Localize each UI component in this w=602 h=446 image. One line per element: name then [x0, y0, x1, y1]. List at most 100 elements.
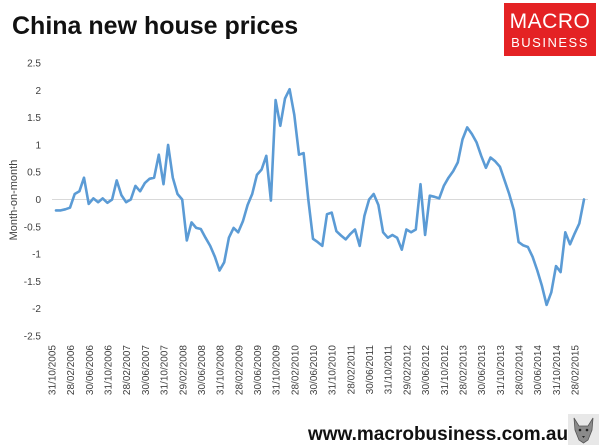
data-point [92, 197, 94, 199]
data-point [480, 155, 482, 157]
data-point [158, 154, 160, 156]
x-tick-label: 28/02/2007 [122, 345, 133, 395]
data-point [564, 231, 566, 233]
wolf-icon [568, 414, 599, 445]
data-point [298, 154, 300, 156]
logo-word-macro: MACRO [509, 10, 591, 33]
x-tick-label: 30/06/2011 [365, 345, 376, 395]
data-point [78, 190, 80, 192]
x-tick-label: 30/06/2006 [85, 345, 96, 395]
data-point [186, 239, 188, 242]
data-point [153, 177, 155, 179]
data-point [504, 179, 506, 181]
x-tick-label: 28/02/2013 [458, 345, 469, 395]
data-point [363, 215, 365, 217]
data-point [256, 174, 258, 176]
data-point [583, 198, 585, 201]
data-point [209, 245, 211, 247]
x-tick-labels: 31/10/2005 28/02/2006 30/06/2006 31/10/2006… [48, 345, 582, 395]
data-point [223, 261, 225, 263]
data-point [532, 256, 534, 258]
x-tick-label: 30/06/2008 [197, 345, 208, 395]
x-tick-label: 30/06/2013 [477, 345, 488, 395]
data-point [106, 202, 108, 204]
data-point [452, 170, 454, 172]
x-tick-label: 30/06/2014 [533, 345, 544, 395]
data-point [55, 209, 57, 211]
data-point [228, 237, 230, 239]
data-point [555, 265, 557, 267]
data-point [391, 234, 393, 236]
data-point [247, 204, 249, 206]
data-point [550, 291, 552, 293]
data-point [130, 198, 132, 201]
y-axis-label: Month-on-month [8, 160, 20, 241]
data-point [447, 177, 450, 179]
data-point [293, 114, 295, 116]
data-point [359, 245, 361, 247]
data-point [419, 183, 422, 185]
data-point [345, 238, 347, 240]
data-point [321, 245, 323, 247]
data-point [387, 237, 389, 239]
data-point [200, 228, 202, 230]
data-point [578, 222, 580, 225]
data-point [125, 201, 127, 203]
data-point [443, 185, 445, 187]
data-point [574, 232, 576, 234]
data-point [88, 203, 90, 205]
data-point [373, 193, 375, 195]
data-point [382, 231, 384, 233]
data-point [368, 198, 370, 201]
data-point [144, 182, 146, 184]
data-point [289, 88, 291, 90]
macrobusiness-logo: MACRO BUSINESS [504, 3, 596, 56]
data-point [513, 209, 515, 211]
data-point [242, 220, 244, 222]
x-tick-label: 31/10/2008 [216, 345, 227, 395]
data-point [569, 243, 571, 245]
y-tick-label: -1.5 [24, 277, 42, 288]
x-tick-label: 30/06/2010 [309, 345, 320, 395]
data-point [102, 197, 104, 199]
footer-url: www.macrobusiness.com.au [308, 424, 569, 445]
data-point [485, 167, 487, 169]
data-point [214, 256, 216, 258]
x-tick-label: 31/10/2010 [328, 345, 339, 395]
series-points [55, 88, 585, 306]
data-point [111, 198, 113, 201]
y-tick-labels: 2.5 2 1.5 1 0.5 0 -0.5 -1 -1.5 -2 -2.5 [24, 59, 42, 343]
data-point [265, 155, 267, 157]
data-point [457, 161, 459, 163]
y-tick-label: 0.5 [27, 168, 41, 179]
chart-title: China new house prices [12, 12, 299, 40]
x-tick-label: 28/02/2009 [234, 345, 245, 395]
data-point [134, 185, 136, 187]
data-point [401, 249, 403, 251]
data-point [340, 234, 342, 237]
y-tick-label: 0 [35, 195, 41, 206]
data-point [527, 246, 529, 248]
data-point [326, 213, 328, 215]
x-tick-label: 31/10/2012 [440, 345, 451, 395]
data-point [195, 227, 197, 229]
data-point [218, 269, 221, 272]
data-point [204, 237, 207, 239]
data-point [405, 228, 407, 231]
data-point [396, 237, 398, 239]
data-point [172, 177, 174, 179]
data-point [83, 177, 85, 179]
x-tick-label: 30/06/2007 [141, 345, 152, 395]
data-point [270, 200, 272, 202]
x-tick-label: 28/02/2014 [514, 345, 525, 395]
data-point [494, 160, 496, 162]
data-point [354, 228, 356, 231]
data-point [546, 304, 548, 306]
data-point [74, 193, 76, 195]
x-tick-label: 31/10/2005 [48, 345, 59, 395]
x-tick-label: 31/10/2009 [272, 345, 283, 395]
data-point [475, 141, 478, 143]
data-point [471, 133, 473, 135]
data-point [489, 156, 492, 159]
x-tick-label: 31/10/2013 [496, 345, 507, 395]
